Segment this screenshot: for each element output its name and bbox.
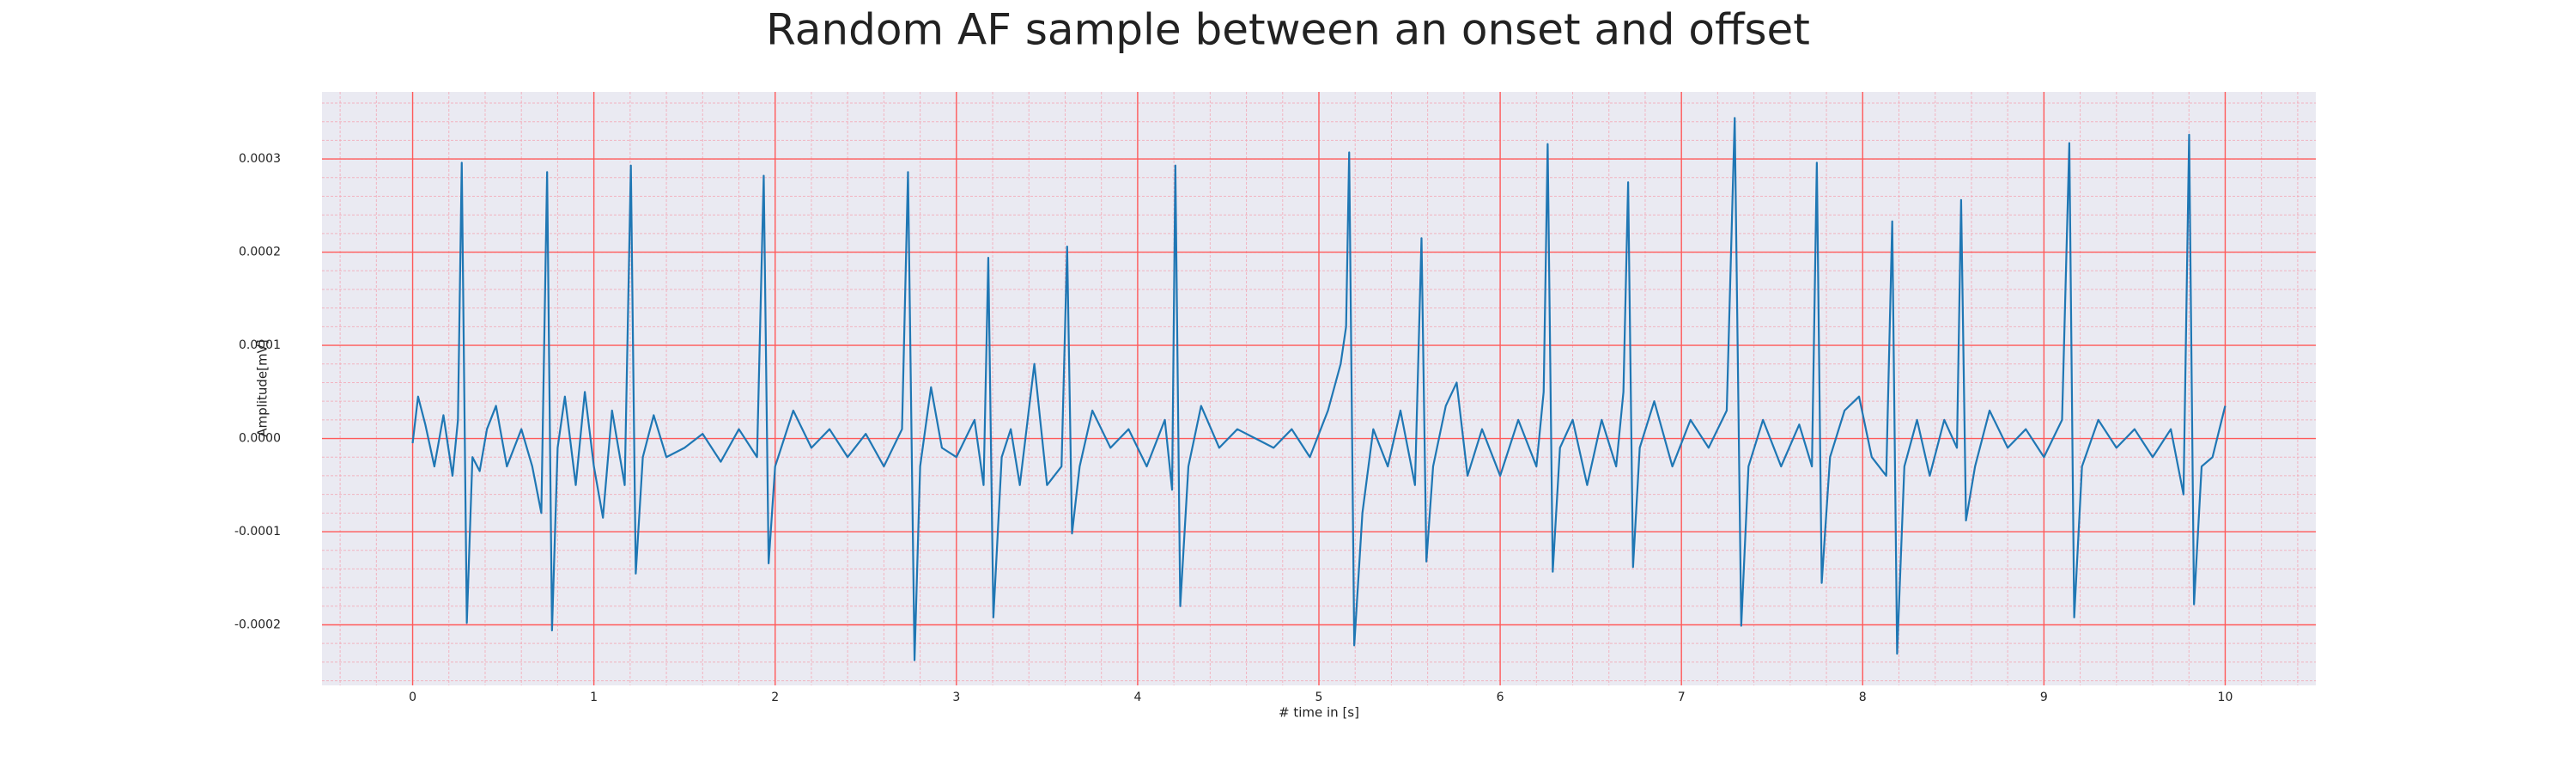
- y-tick-label: 0.0002: [239, 246, 281, 259]
- chart-title: Random AF sample between an onset and of…: [766, 5, 1810, 55]
- x-tick-label: 6: [1497, 691, 1504, 704]
- x-tick-label: 1: [590, 691, 598, 704]
- x-tick-label: 4: [1133, 691, 1141, 704]
- x-tick-label: 2: [771, 691, 779, 704]
- x-tick-label: 0: [409, 691, 416, 704]
- x-tick-label: 7: [1678, 691, 1686, 704]
- x-axis-label: # time in [s]: [1279, 705, 1359, 721]
- x-tick-label: 5: [1315, 691, 1323, 704]
- signal-line: [411, 117, 2227, 661]
- x-tick-label: 10: [2218, 691, 2233, 704]
- y-tick-label: -0.0002: [234, 618, 281, 631]
- x-tick-label: 3: [952, 691, 960, 704]
- y-axis-label: Amplitude[mV]: [255, 339, 270, 436]
- y-tick-label: 0.0003: [239, 152, 281, 166]
- x-tick-label: 8: [1859, 691, 1867, 704]
- y-tick-label: -0.0001: [234, 525, 281, 539]
- y-tick-label: 0.0001: [239, 338, 281, 352]
- x-tick-label: 9: [2040, 691, 2048, 704]
- y-tick-label: 0.0000: [239, 432, 281, 446]
